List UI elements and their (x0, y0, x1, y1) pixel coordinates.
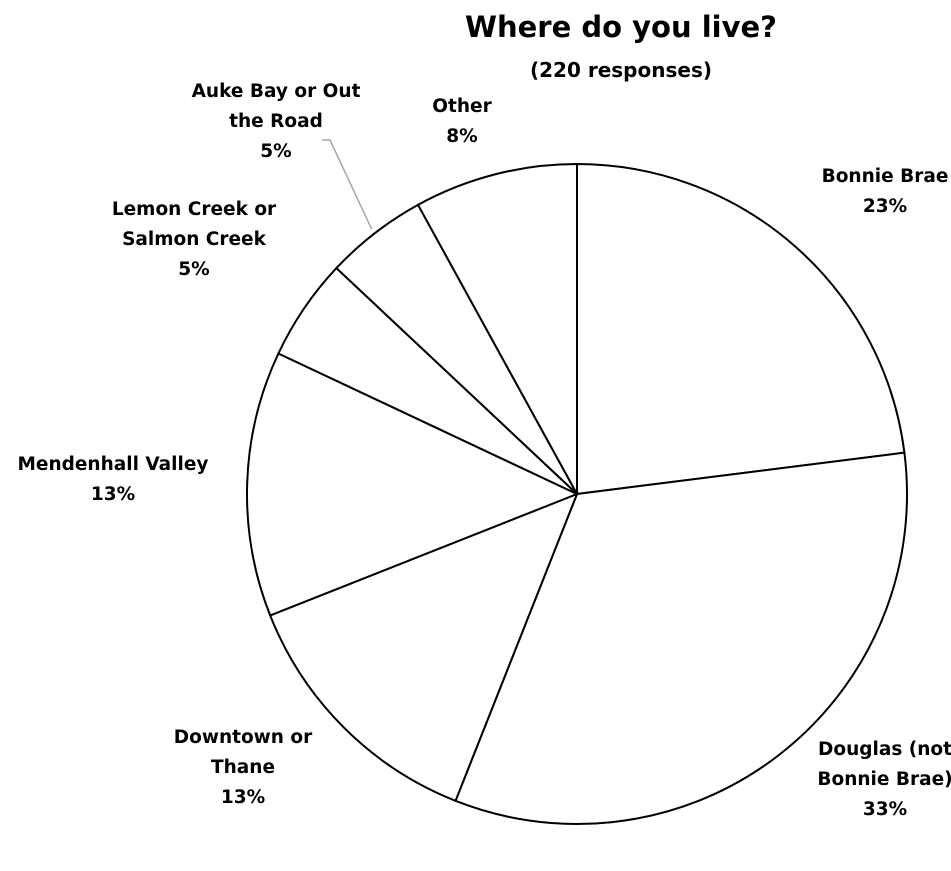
slice-label-other: Other 8% (432, 96, 492, 147)
slice-label-line: Salmon Creek (122, 229, 267, 250)
slice-label-line: Bonnie Brae) (817, 769, 951, 790)
slice-label-line: Thane (211, 757, 275, 778)
slice-percent: 23% (863, 196, 907, 217)
pie-slice-bonnie-brae (577, 164, 904, 494)
leader-lines (322, 140, 372, 229)
chart-subtitle: (220 responses) (530, 58, 712, 82)
slice-label-line: Downtown or (174, 727, 313, 748)
slice-label-line: Other (432, 96, 492, 117)
chart-title: Where do you live? (465, 10, 777, 44)
slice-label-downtown-or-thane: Downtown or Thane 13% (174, 727, 313, 808)
leader-line-auke-bay (322, 140, 372, 229)
slice-label-line: Lemon Creek or (112, 199, 277, 220)
slice-percent: 8% (446, 126, 477, 147)
slice-label-douglas-not-bonnie-brae: Douglas (not Bonnie Brae) 33% (817, 739, 951, 820)
slice-label-line: Mendenhall Valley (18, 454, 209, 475)
slice-percent: 5% (260, 141, 291, 162)
slice-percent: 13% (221, 787, 265, 808)
slice-percent: 13% (91, 484, 135, 505)
slice-label-line: Bonnie Brae (822, 166, 949, 187)
slice-label-line: Douglas (not (818, 739, 951, 760)
slice-percent: 33% (863, 799, 907, 820)
slice-label-lemon-creek-or-salmon-creek: Lemon Creek or Salmon Creek 5% (112, 199, 277, 280)
slice-label-line: the Road (229, 111, 323, 132)
slice-label-mendenhall-valley: Mendenhall Valley 13% (18, 454, 209, 505)
slice-label-bonnie-brae: Bonnie Brae 23% (822, 166, 949, 217)
pie-slices (247, 164, 907, 824)
slice-label-line: Auke Bay or Out (192, 81, 361, 102)
slice-percent: 5% (178, 259, 209, 280)
